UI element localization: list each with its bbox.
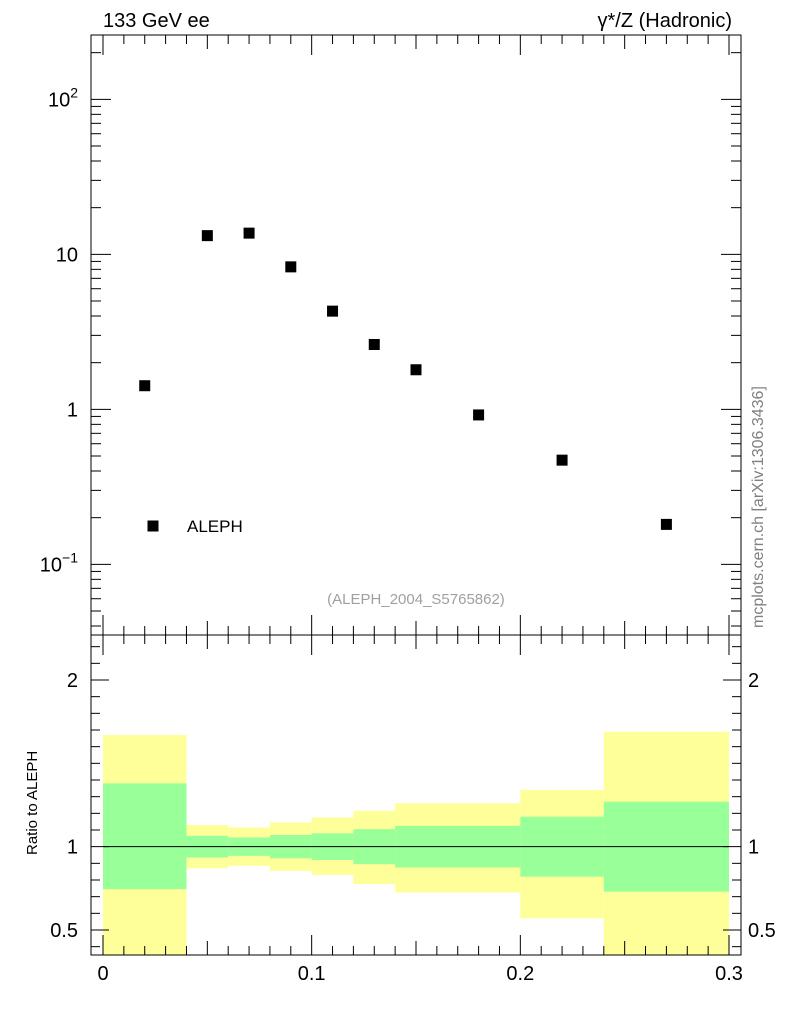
- data-point-7: [473, 409, 485, 421]
- ratio-ytick-label-right-0: 0.5: [748, 920, 776, 942]
- inner-band-bin-0: [103, 783, 187, 890]
- data-point-6: [410, 364, 422, 376]
- header-left: 133 GeV ee: [103, 10, 210, 32]
- x-tick-label-0: 0: [97, 963, 108, 985]
- x-tick-label-3: 0.3: [715, 963, 743, 985]
- ratio-panel: 0.5 0.5 1 1 2 2 0 0.1 0.2 0.3: [50, 634, 776, 985]
- analysis-label: (ALEPH_2004_S5765862): [327, 591, 505, 608]
- data-point-9: [660, 518, 672, 530]
- legend-marker: [147, 520, 159, 532]
- ratio-axis-title: Ratio to ALEPH: [24, 751, 41, 855]
- main-frame: [90, 34, 742, 636]
- data-point-3: [285, 261, 297, 273]
- ratio-ytick-label-left-1: 1: [67, 837, 78, 859]
- main-ytick-label-0: 10−1: [40, 549, 78, 576]
- main-panel: 10−1 1 10 102 ALEPH: [40, 34, 742, 636]
- data-point-2: [243, 227, 255, 239]
- side-label: mcplots.cern.ch [arXiv:1306.3436]: [750, 386, 767, 628]
- x-tick-label-1: 0.1: [298, 963, 326, 985]
- data-point-0: [139, 380, 151, 392]
- data-point-4: [327, 305, 339, 317]
- legend-label: ALEPH: [187, 517, 243, 536]
- main-ytick-label-2: 10: [56, 244, 78, 266]
- data-point-1: [201, 230, 213, 242]
- main-ytick-label-3: 102: [48, 84, 78, 111]
- ratio-ytick-label-left-2: 2: [67, 670, 78, 692]
- header-right: γ*/Z (Hadronic): [598, 10, 732, 32]
- ratio-ytick-label-left-0: 0.5: [50, 920, 78, 942]
- ratio-ytick-label-right-2: 2: [748, 670, 759, 692]
- data-point-8: [556, 454, 568, 466]
- main-ytick-label-1: 1: [67, 399, 78, 421]
- data-point-5: [368, 338, 380, 350]
- ratio-ytick-label-right-1: 1: [748, 837, 759, 859]
- x-tick-label-2: 0.2: [506, 963, 534, 985]
